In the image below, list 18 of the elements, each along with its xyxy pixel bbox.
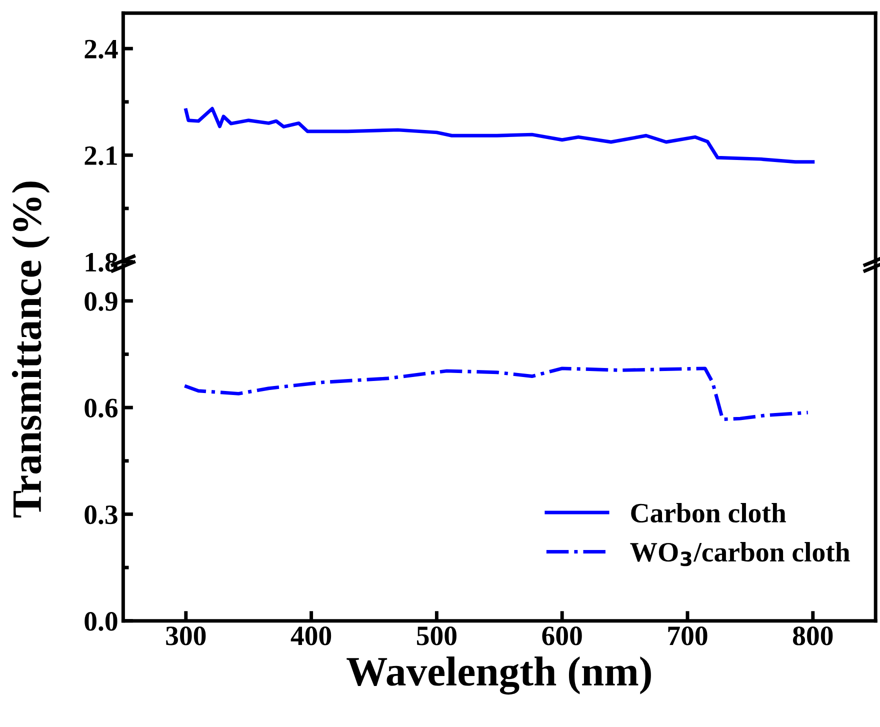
x-tick-label: 400: [290, 626, 332, 646]
x-tick-label: 600: [542, 626, 582, 646]
y-tick-label: 2.1: [84, 146, 117, 166]
y-tick-label: 0.6: [84, 398, 118, 418]
y-tick-label: 0.0: [84, 612, 118, 631]
line-series: [182, 366, 810, 422]
text: WO$_{3}$/carbon cloth: [630, 542, 850, 566]
legend-label: Carbon cloth: [631, 502, 786, 523]
y-tick-label: 2.4: [84, 40, 118, 59]
x-axis-title: Wavelength (nm): [346, 656, 651, 695]
x-tick-label: 300: [166, 626, 206, 646]
x-tick-label: 500: [416, 626, 456, 646]
line-series: [184, 106, 815, 164]
y-tick-label: 0.9: [84, 292, 118, 311]
y-axis-title: Transmittance (%): [12, 182, 50, 518]
x-tick-label: 700: [668, 626, 708, 646]
x-tick-label: 800: [792, 626, 833, 646]
y-tick-label: 0.3: [84, 505, 118, 524]
